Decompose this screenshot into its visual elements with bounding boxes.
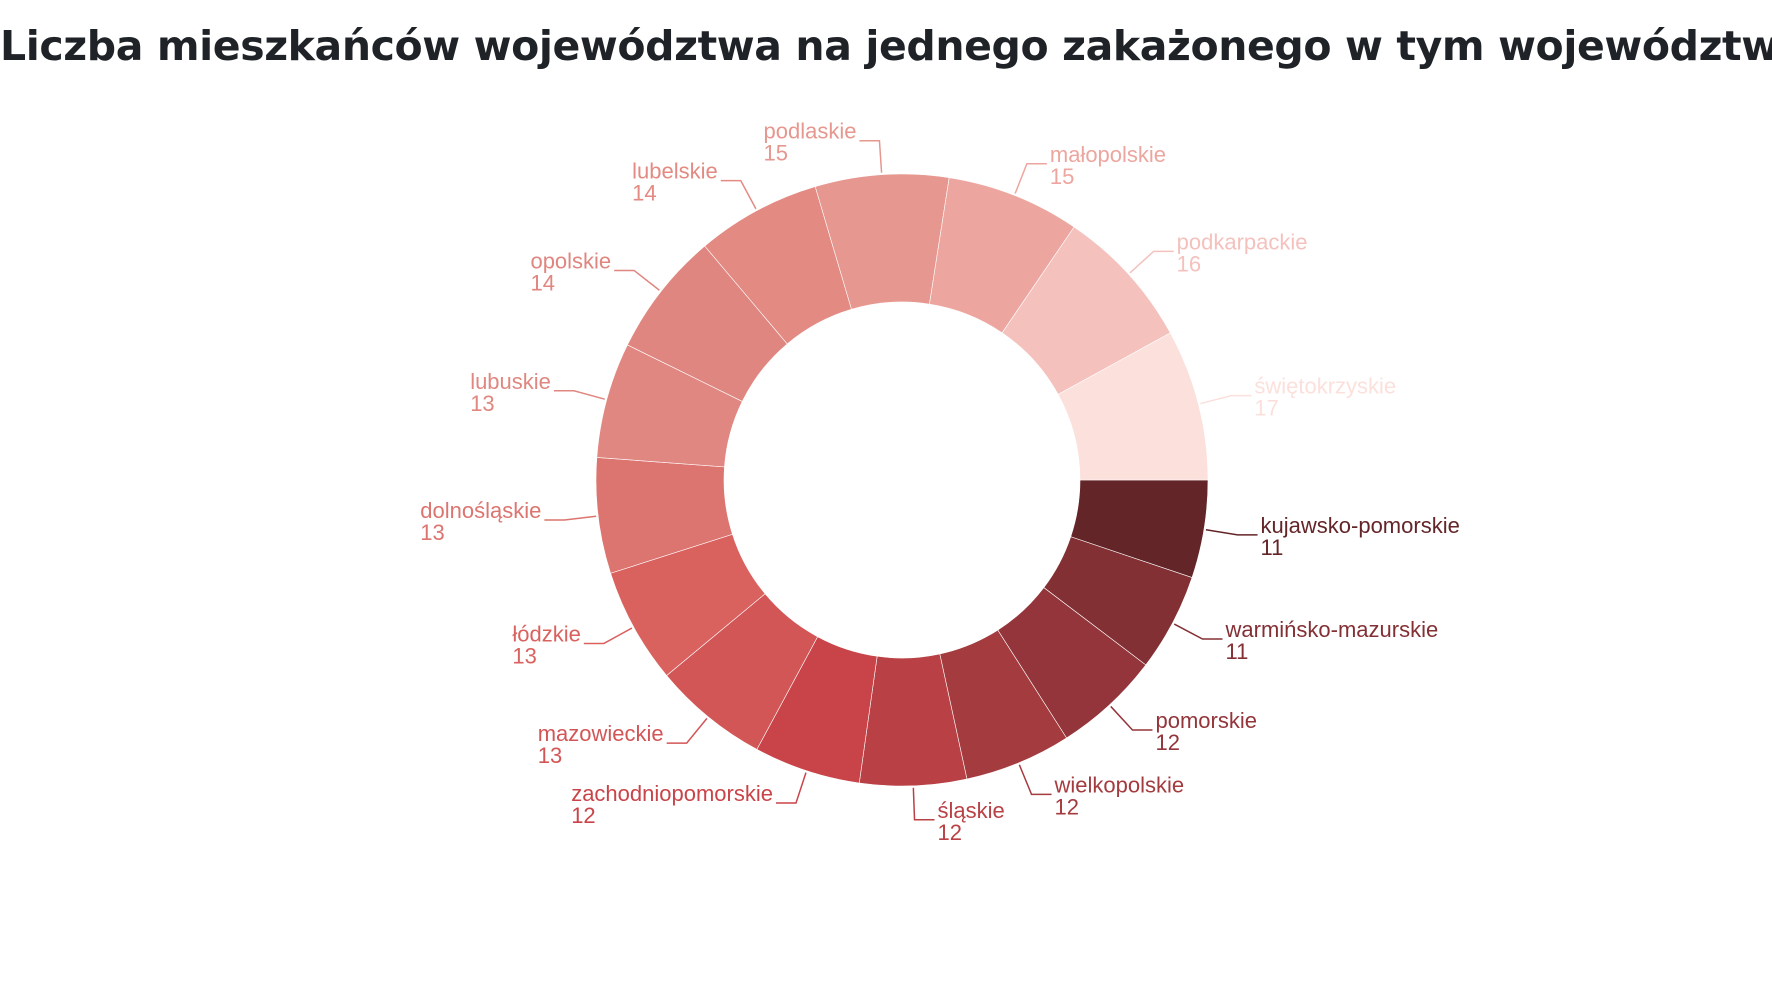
slice-label-4: śląskie 12	[938, 798, 1005, 845]
slices-layer	[595, 173, 1209, 787]
slice-15	[1057, 332, 1209, 481]
leader-line-2	[1110, 705, 1153, 731]
slice-label-name-0: kujawsko-pomorskie	[1261, 513, 1460, 538]
leader-line-9	[553, 390, 605, 400]
slice-label-0: kujawsko-pomorskie 11	[1261, 513, 1460, 560]
slice-label-name-1: warmińsko-mazurskie	[1225, 617, 1439, 642]
leader-line-4	[912, 787, 935, 821]
leader-line-15	[1200, 394, 1252, 405]
leader-line-14	[1129, 250, 1174, 274]
slice-label-name-11: lubelskie	[632, 159, 718, 184]
slice-label-15: świętokrzyskie 17	[1254, 374, 1396, 421]
slice-label-value-4: 12	[938, 820, 962, 845]
slice-label-13: małopolskie 15	[1050, 142, 1166, 189]
slice-label-6: mazowieckie 13	[538, 721, 664, 768]
slice-label-value-7: 13	[512, 643, 536, 668]
slice-label-value-3: 12	[1055, 794, 1079, 819]
leader-line-1	[1173, 623, 1223, 640]
slice-label-value-11: 14	[632, 181, 656, 206]
slice-label-name-7: łódzkie	[512, 621, 580, 646]
slice-label-name-4: śląskie	[938, 798, 1005, 823]
leader-line-13	[1014, 163, 1047, 194]
slice-label-value-14: 16	[1177, 251, 1201, 276]
leader-line-11	[720, 179, 757, 210]
slice-label-value-1: 11	[1226, 639, 1249, 664]
slice-label-3: wielkopolskie 12	[1054, 772, 1185, 819]
slice-label-name-12: podlaskie	[763, 119, 856, 144]
slice-label-name-6: mazowieckie	[538, 721, 664, 746]
leader-lines-layer	[544, 139, 1258, 821]
slice-label-name-9: lubuskie	[470, 369, 551, 394]
slice-label-name-15: świętokrzyskie	[1254, 374, 1396, 399]
slice-label-value-10: 14	[530, 271, 554, 296]
slice-label-value-0: 11	[1261, 535, 1284, 560]
slice-label-value-9: 13	[470, 391, 494, 416]
leader-line-5	[775, 772, 807, 804]
slice-label-value-12: 15	[763, 141, 787, 166]
leader-line-8	[544, 515, 597, 521]
leader-line-0	[1205, 529, 1258, 536]
slice-label-name-8: dolnośląskie	[420, 498, 541, 523]
slice-label-name-10: opolskie	[530, 249, 611, 274]
slice-label-9: lubuskie 13	[470, 369, 551, 416]
slice-label-8: dolnośląskie 13	[420, 498, 541, 545]
slice-label-value-2: 12	[1155, 730, 1179, 755]
slice-label-name-14: podkarpackie	[1177, 229, 1308, 254]
leader-line-7	[583, 627, 633, 645]
slice-label-1: warmińsko-mazurskie 11	[1225, 617, 1439, 664]
slice-label-name-3: wielkopolskie	[1054, 772, 1185, 797]
slice-label-name-2: pomorskie	[1155, 708, 1256, 733]
slice-label-7: łódzkie 13	[512, 621, 580, 668]
slice-label-value-13: 15	[1050, 164, 1074, 189]
slice-label-value-15: 17	[1254, 396, 1278, 421]
slice-label-2: pomorskie 12	[1155, 708, 1256, 755]
slice-label-12: podlaskie 15	[763, 119, 856, 166]
slice-label-value-6: 13	[538, 743, 562, 768]
slice-label-11: lubelskie 14	[632, 159, 718, 206]
leader-line-6	[666, 717, 708, 744]
leader-line-3	[1018, 764, 1052, 796]
slice-label-value-5: 12	[571, 803, 595, 828]
slice-label-value-8: 13	[420, 520, 444, 545]
slice-label-name-13: małopolskie	[1050, 142, 1166, 167]
slice-label-14: podkarpackie 16	[1177, 229, 1308, 276]
leader-line-10	[614, 269, 660, 291]
leader-line-12	[859, 139, 883, 173]
slice-label-name-5: zachodniopomorskie	[571, 781, 773, 806]
slice-label-10: opolskie 14	[530, 249, 611, 296]
chart-title: Liczba mieszkańców województwa na jedneg…	[0, 22, 1772, 70]
slice-label-5: zachodniopomorskie 12	[571, 781, 773, 828]
